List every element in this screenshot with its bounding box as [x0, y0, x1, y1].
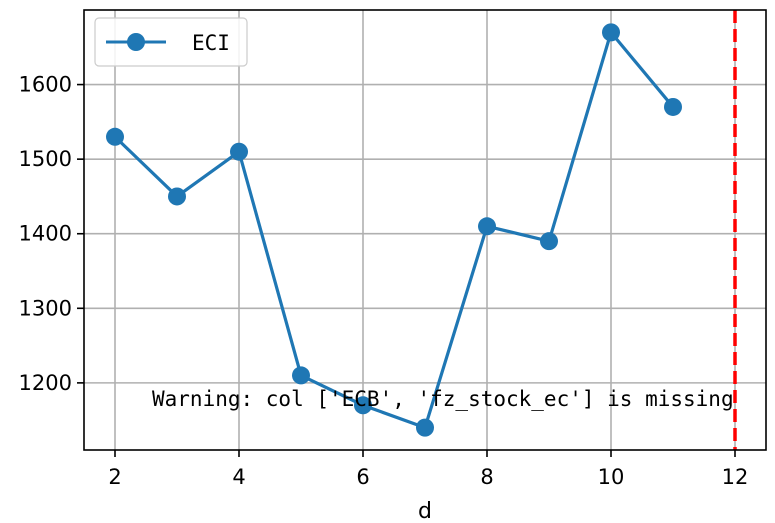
data-point-eci-4 — [230, 142, 248, 161]
warning-annotation: Warning: col ['ECB', 'fz_stock_ec'] is m… — [152, 387, 734, 411]
data-point-eci-2 — [106, 127, 124, 146]
legend-box — [94, 17, 248, 67]
y-tick-label-1300: 1300 — [19, 296, 72, 320]
data-point-eci-9 — [540, 232, 558, 251]
data-point-eci-5 — [292, 366, 310, 385]
y-axis-ticks: 1200 1300 1400 1500 1600 — [19, 73, 84, 395]
series-line-eci — [113, 30, 675, 430]
plot-frame — [83, 9, 767, 451]
y-tick-label-1600: 1600 — [19, 73, 72, 97]
x-tick-label-4: 4 — [232, 465, 245, 489]
x-tick-label-12: 12 — [722, 465, 749, 489]
x-axis-label: d — [418, 499, 432, 523]
x-tick-label-6: 6 — [356, 465, 369, 489]
x-tick-label-8: 8 — [480, 465, 493, 489]
legend: ECI — [94, 17, 248, 67]
data-point-eci-8 — [478, 217, 496, 236]
y-tick-label-1400: 1400 — [19, 222, 72, 246]
data-point-eci-6 — [354, 396, 372, 415]
x-tick-label-2: 2 — [108, 465, 121, 489]
legend-label-eci: ECI — [192, 31, 230, 55]
data-point-eci-7 — [416, 418, 434, 437]
data-point-eci-10 — [602, 23, 620, 42]
grid-lines — [84, 10, 766, 450]
data-point-eci-11 — [664, 97, 682, 116]
y-tick-label-1200: 1200 — [19, 371, 72, 395]
x-axis-ticks: 2 4 6 8 10 12 — [108, 450, 748, 489]
legend-marker-sample — [127, 33, 145, 51]
y-tick-label-1500: 1500 — [19, 147, 72, 171]
data-point-eci-3 — [168, 187, 186, 206]
x-tick-label-10: 10 — [598, 465, 625, 489]
series-group — [106, 23, 682, 437]
